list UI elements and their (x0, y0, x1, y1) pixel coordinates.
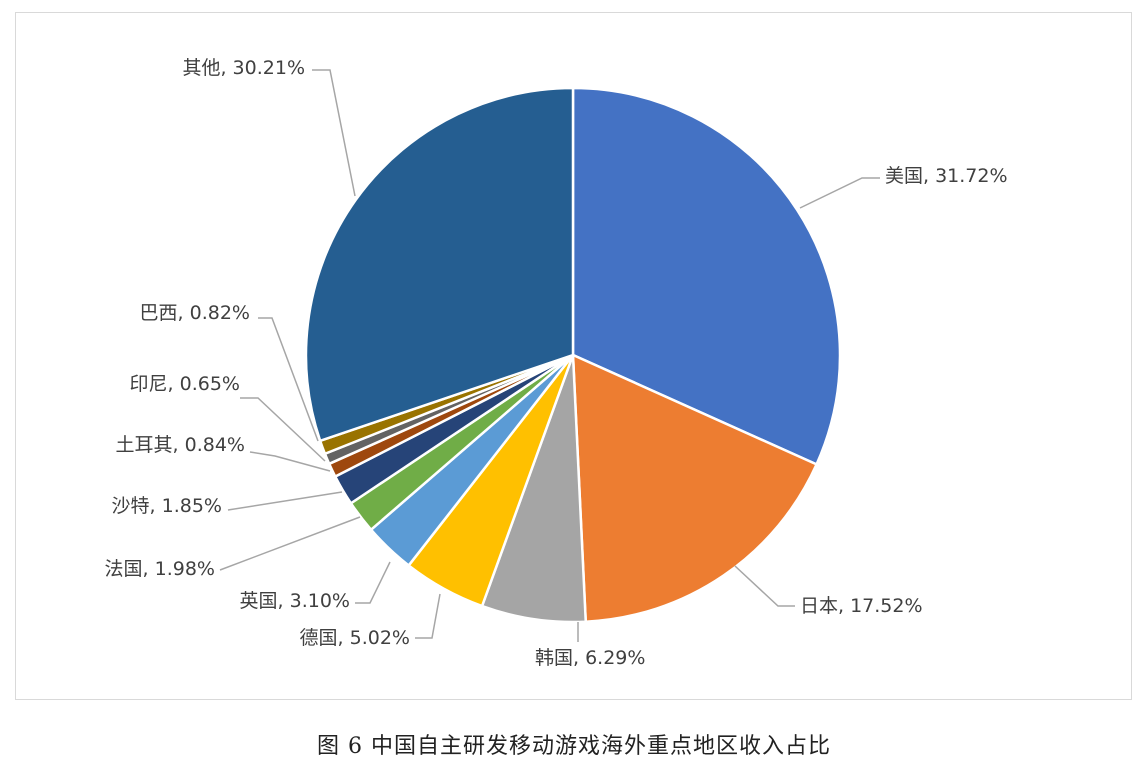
chart-frame (15, 12, 1132, 700)
leader-line-5 (355, 561, 391, 604)
data-label-6: 法国, 1.98% (105, 558, 215, 580)
pie-slice-2 (571, 353, 819, 624)
data-label-3: 韩国, 6.29% (535, 647, 645, 669)
figure-caption: 图 6 中国自主研发移动游戏海外重点地区收入占比 (317, 734, 831, 759)
leader-line-2 (734, 565, 795, 607)
leader-line-1 (799, 177, 880, 209)
leader-line-11 (312, 69, 356, 197)
leader-line-10 (258, 317, 319, 442)
leader-line-9 (240, 397, 326, 462)
leader-line-4 (415, 593, 441, 639)
data-label-2: 日本, 17.52% (800, 595, 923, 617)
data-label-5: 英国, 3.10% (240, 590, 350, 612)
pie-slice-11 (304, 86, 575, 443)
leader-line-6 (219, 516, 361, 571)
data-label-11: 其他, 30.21% (182, 57, 305, 79)
leader-line-7 (227, 491, 343, 511)
data-label-8: 土耳其, 0.84% (116, 434, 245, 456)
pie-slice-1 (571, 86, 842, 467)
data-label-1: 美国, 31.72% (885, 165, 1008, 187)
data-label-10: 巴西, 0.82% (140, 302, 250, 324)
data-label-4: 德国, 5.02% (300, 627, 410, 649)
data-label-9: 印尼, 0.65% (130, 373, 240, 395)
leader-line-8 (249, 451, 331, 472)
data-label-7: 沙特, 1.85% (112, 495, 222, 517)
pie-chart: 美国, 31.72% 日本, 17.52% 韩国, 6.29% 德国, 5.02% 英国… (105, 57, 1008, 669)
